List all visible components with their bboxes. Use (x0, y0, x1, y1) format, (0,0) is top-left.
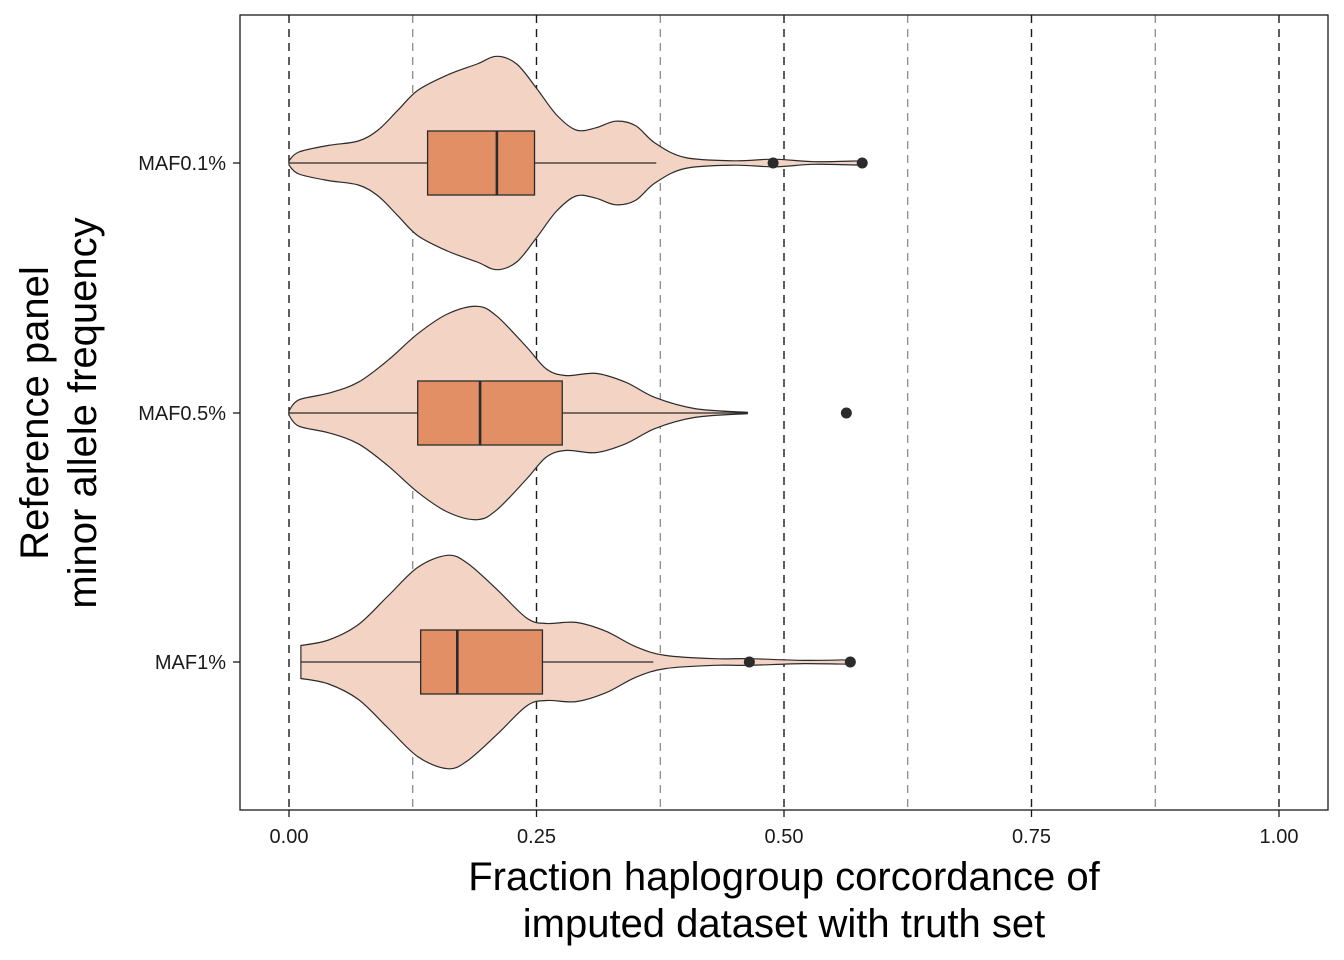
outlier-point (856, 157, 868, 169)
y-axis-ticks: MAF0.1% MAF0.5% MAF1% (138, 153, 240, 674)
x-tick-label: 0.50 (765, 826, 804, 848)
outlier-point (844, 656, 856, 668)
x-tick-label: 0.75 (1012, 826, 1051, 848)
x-axis-title-line-1: Fraction haplogroup corcordance of (468, 855, 1100, 899)
violin-group-MAF0.5% (288, 305, 852, 521)
outlier-point (743, 656, 755, 668)
x-tick-label: 0.25 (517, 826, 556, 848)
violin-series (288, 55, 868, 770)
violin-group-MAF0.1% (288, 55, 868, 271)
box-iqr (420, 629, 544, 695)
x-tick-label: 0.00 (270, 826, 309, 848)
y-tick-label: MAF0.1% (138, 153, 226, 175)
box-iqr (417, 380, 563, 446)
x-axis-ticks: 0.00 0.25 0.50 0.75 1.00 (270, 810, 1299, 848)
box-iqr (426, 130, 536, 196)
outlier-point (767, 157, 779, 169)
y-tick-label: MAF1% (155, 652, 226, 674)
y-axis-title-line-1: Reference panel (13, 266, 57, 560)
x-axis-title-line-2: imputed dataset with truth set (523, 902, 1046, 946)
x-tick-label: 1.00 (1260, 826, 1299, 848)
y-axis-title-line-2: minor allele frequency (61, 217, 105, 608)
outlier-point (840, 407, 852, 419)
violin-group-MAF1% (300, 554, 856, 770)
y-tick-label: MAF0.5% (138, 403, 226, 425)
